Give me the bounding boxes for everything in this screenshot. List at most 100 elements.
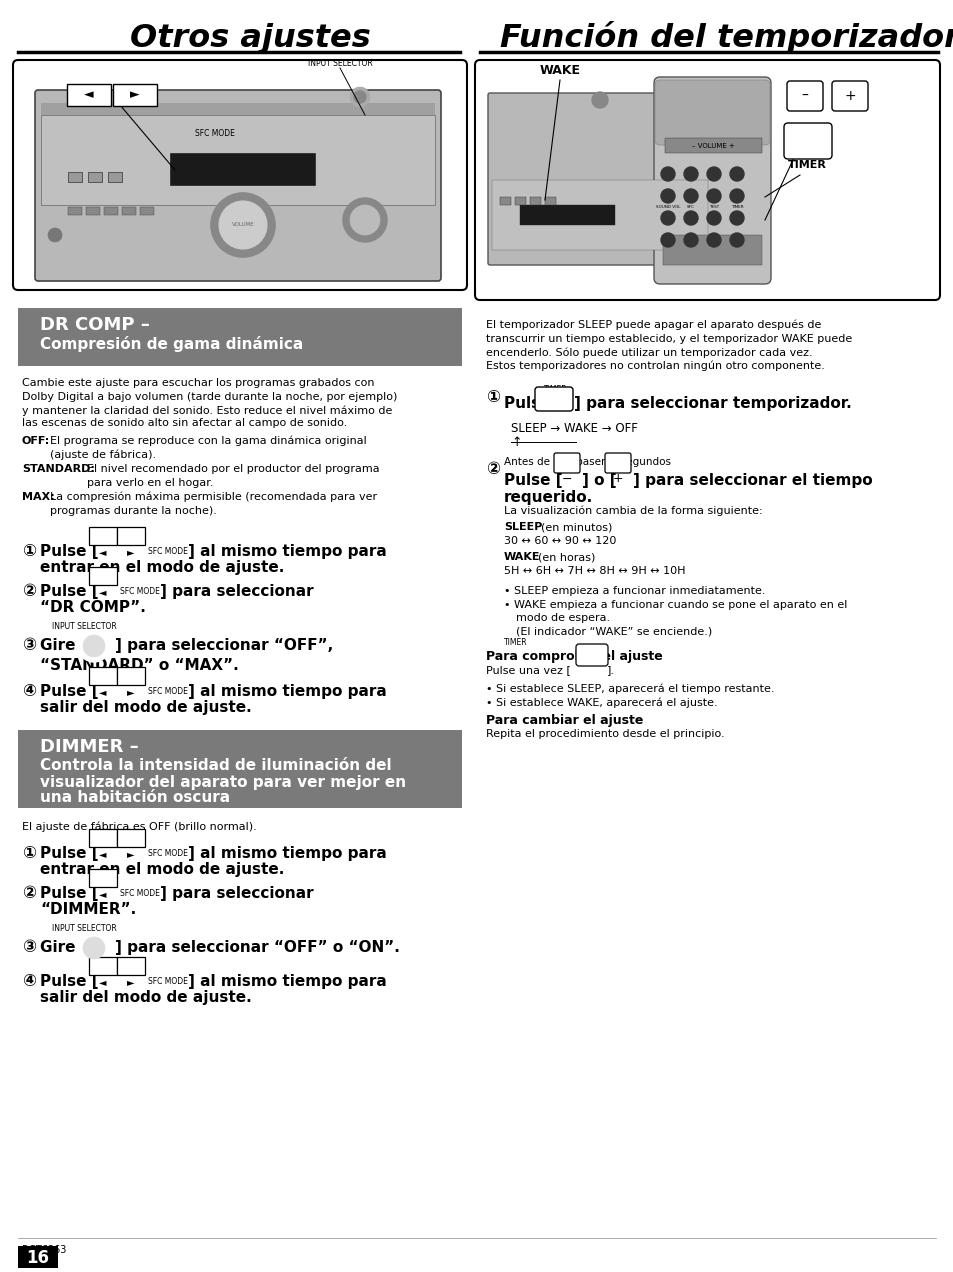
Text: SLEEP → WAKE → OFF: SLEEP → WAKE → OFF: [511, 422, 638, 435]
Text: INPUT SELECTOR: INPUT SELECTOR: [307, 59, 372, 67]
Text: (en horas): (en horas): [537, 552, 595, 562]
Text: ] para seleccionar: ] para seleccionar: [160, 584, 314, 599]
Bar: [530, 197, 540, 205]
Text: para verlo en el hogar.: para verlo en el hogar.: [87, 477, 213, 487]
Text: ].: ].: [606, 665, 615, 675]
Text: modo de espera.: modo de espera.: [516, 613, 610, 623]
Text: ] al mismo tiempo para: ] al mismo tiempo para: [188, 974, 386, 990]
Circle shape: [592, 92, 607, 108]
Text: +: +: [612, 472, 622, 486]
Bar: [108, 172, 122, 182]
FancyBboxPatch shape: [576, 644, 607, 667]
Circle shape: [683, 211, 698, 225]
Text: Pulse [: Pulse [: [503, 473, 562, 488]
Text: “DR COMP”.: “DR COMP”.: [40, 600, 146, 614]
Bar: [662, 235, 761, 265]
Bar: [544, 197, 556, 205]
Text: ►: ►: [127, 848, 134, 859]
Text: El programa se reproduce con la gama dinámica original: El programa se reproduce con la gama din…: [50, 436, 366, 446]
Text: Repita el procedimiento desde el principio.: Repita el procedimiento desde el princip…: [485, 729, 724, 739]
Circle shape: [706, 190, 720, 204]
Circle shape: [78, 932, 110, 964]
Bar: [664, 137, 761, 153]
Circle shape: [706, 167, 720, 181]
Circle shape: [683, 190, 698, 204]
Text: El nivel recomendado por el productor del programa: El nivel recomendado por el productor de…: [87, 464, 379, 474]
FancyBboxPatch shape: [13, 60, 467, 290]
Bar: [18, 308, 461, 366]
Text: (El indicador “WAKE” se enciende.): (El indicador “WAKE” se enciende.): [516, 626, 712, 636]
Text: visualizador del aparato para ver mejor en: visualizador del aparato para ver mejor …: [40, 775, 406, 790]
Text: ►: ►: [127, 977, 134, 987]
FancyBboxPatch shape: [475, 60, 939, 300]
Text: transcurrir un tiempo establecido, y el temporizador WAKE puede: transcurrir un tiempo establecido, y el …: [485, 333, 851, 343]
Text: STANDARD:: STANDARD:: [22, 464, 94, 474]
Text: SFC MODE: SFC MODE: [120, 889, 160, 898]
Text: SFC MODE: SFC MODE: [148, 850, 188, 859]
Text: MAX:: MAX:: [22, 492, 54, 502]
Text: El temporizador SLEEP puede apagar el aparato después de: El temporizador SLEEP puede apagar el ap…: [485, 321, 821, 331]
Circle shape: [83, 937, 105, 959]
Text: Antes de que pasen 5 segundos: Antes de que pasen 5 segundos: [503, 457, 670, 467]
Text: las escenas de sonido alto sin afectar al campo de sonido.: las escenas de sonido alto sin afectar a…: [22, 418, 347, 429]
Bar: [86, 207, 100, 215]
Text: ↑: ↑: [511, 436, 521, 449]
Text: ③: ③: [22, 636, 36, 654]
FancyBboxPatch shape: [67, 84, 111, 106]
FancyBboxPatch shape: [89, 829, 117, 847]
Bar: [68, 207, 82, 215]
Text: SFC MODE: SFC MODE: [148, 977, 188, 987]
Circle shape: [343, 198, 387, 242]
Text: ] para seleccionar el tiempo: ] para seleccionar el tiempo: [633, 473, 872, 488]
Circle shape: [683, 167, 698, 181]
Text: ④: ④: [22, 972, 36, 990]
Text: ] al mismo tiempo para: ] al mismo tiempo para: [188, 846, 386, 861]
Bar: [519, 205, 615, 225]
Circle shape: [660, 190, 675, 204]
Text: ] o [: ] o [: [581, 473, 616, 488]
FancyBboxPatch shape: [117, 667, 145, 686]
Bar: [492, 181, 707, 251]
Circle shape: [729, 233, 743, 247]
Circle shape: [219, 201, 267, 249]
Text: TIMER: TIMER: [503, 639, 527, 647]
Circle shape: [706, 211, 720, 225]
Circle shape: [94, 92, 106, 103]
Text: ►: ►: [127, 687, 134, 697]
Text: requerido.: requerido.: [503, 490, 593, 505]
FancyBboxPatch shape: [117, 527, 145, 544]
Text: Pulse [: Pulse [: [40, 684, 98, 700]
FancyBboxPatch shape: [655, 80, 769, 145]
Text: Para comprobar el ajuste: Para comprobar el ajuste: [485, 650, 662, 663]
Text: ②: ②: [22, 884, 36, 902]
Bar: [104, 207, 118, 215]
Bar: [499, 197, 511, 205]
Text: WAKE: WAKE: [539, 64, 579, 76]
FancyBboxPatch shape: [89, 667, 117, 686]
Text: El ajuste de fábrica es OFF (brillo normal).: El ajuste de fábrica es OFF (brillo norm…: [22, 822, 256, 832]
Text: ] para seleccionar temporizador.: ] para seleccionar temporizador.: [574, 396, 851, 411]
Text: SFC MODE: SFC MODE: [148, 687, 188, 697]
Text: Pulse una vez [: Pulse una vez [: [485, 665, 570, 675]
Text: ] para seleccionar “OFF” o “ON”.: ] para seleccionar “OFF” o “ON”.: [115, 940, 399, 955]
Text: ②: ②: [22, 583, 36, 600]
Text: ◄: ◄: [99, 889, 107, 899]
Text: • WAKE empieza a funcionar cuando se pone el aparato en el: • WAKE empieza a funcionar cuando se pon…: [503, 600, 846, 611]
Text: INPUT SELECTOR: INPUT SELECTOR: [51, 622, 116, 631]
Bar: [170, 153, 314, 184]
Text: Dolby Digital a bajo volumen (tarde durante la noche, por ejemplo): Dolby Digital a bajo volumen (tarde dura…: [22, 392, 397, 402]
Bar: [140, 207, 153, 215]
Text: DIMMER –: DIMMER –: [40, 738, 138, 756]
FancyBboxPatch shape: [35, 90, 440, 281]
Text: ] para seleccionar: ] para seleccionar: [160, 887, 314, 901]
Circle shape: [683, 233, 698, 247]
Text: ①: ①: [22, 845, 36, 862]
Text: SFC MODE: SFC MODE: [120, 588, 160, 597]
Bar: [515, 197, 525, 205]
Text: TIMER: TIMER: [787, 160, 825, 170]
Text: programas durante la noche).: programas durante la noche).: [50, 505, 216, 515]
Text: • SLEEP empieza a funcionar inmediatamente.: • SLEEP empieza a funcionar inmediatamen…: [503, 586, 764, 597]
Text: TIMER: TIMER: [730, 205, 742, 209]
FancyBboxPatch shape: [554, 453, 579, 473]
Text: SOUND VOL: SOUND VOL: [655, 205, 679, 209]
